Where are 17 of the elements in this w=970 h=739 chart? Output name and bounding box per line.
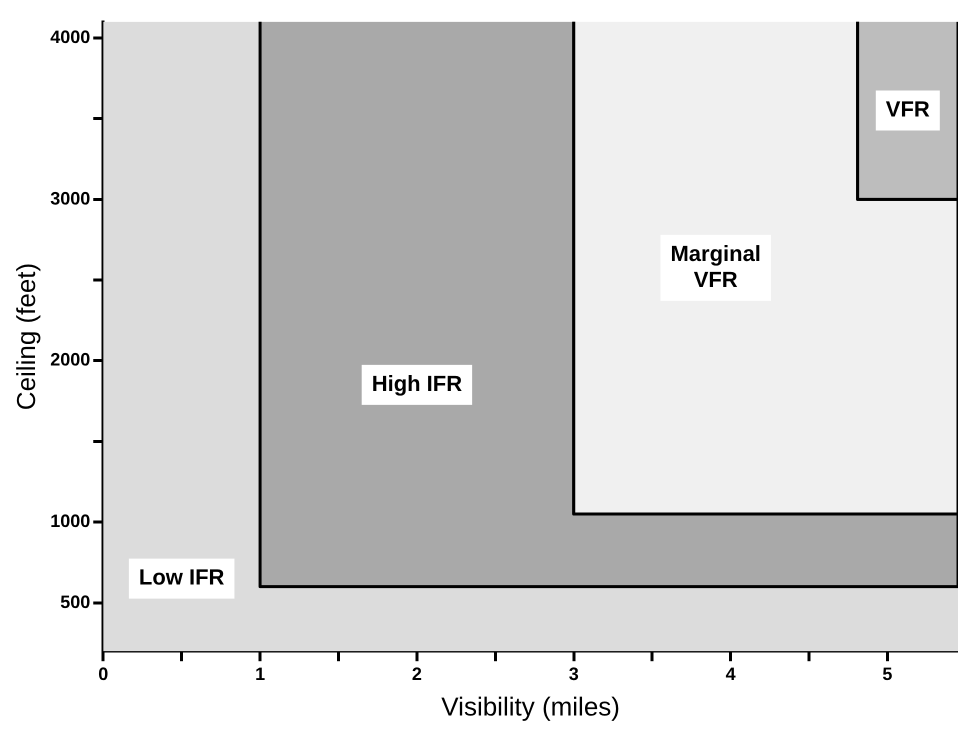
y-tick-label: 4000 — [50, 26, 90, 47]
x-tick-label: 3 — [568, 664, 579, 684]
x-tick-label: 0 — [98, 664, 108, 684]
y-tick-label: 1000 — [50, 511, 90, 532]
series-label: VFR — [886, 96, 930, 122]
x-tick-label: 5 — [882, 664, 892, 684]
y-tick-label: 500 — [60, 592, 90, 612]
series-label: High IFR — [372, 370, 462, 396]
x-tick-label: 4 — [726, 664, 736, 684]
series-label: Low IFR — [138, 564, 225, 590]
x-axis-title: Visibility (miles) — [441, 692, 620, 722]
series-label: Marginal VFR — [670, 240, 761, 292]
x-tick-label: 2 — [412, 664, 422, 684]
y-tick-label: 2000 — [50, 350, 90, 370]
y-axis-title: Ceiling (feet) — [10, 262, 41, 410]
y-tick-label: 3000 — [50, 188, 90, 208]
x-tick-label: 1 — [255, 664, 266, 684]
